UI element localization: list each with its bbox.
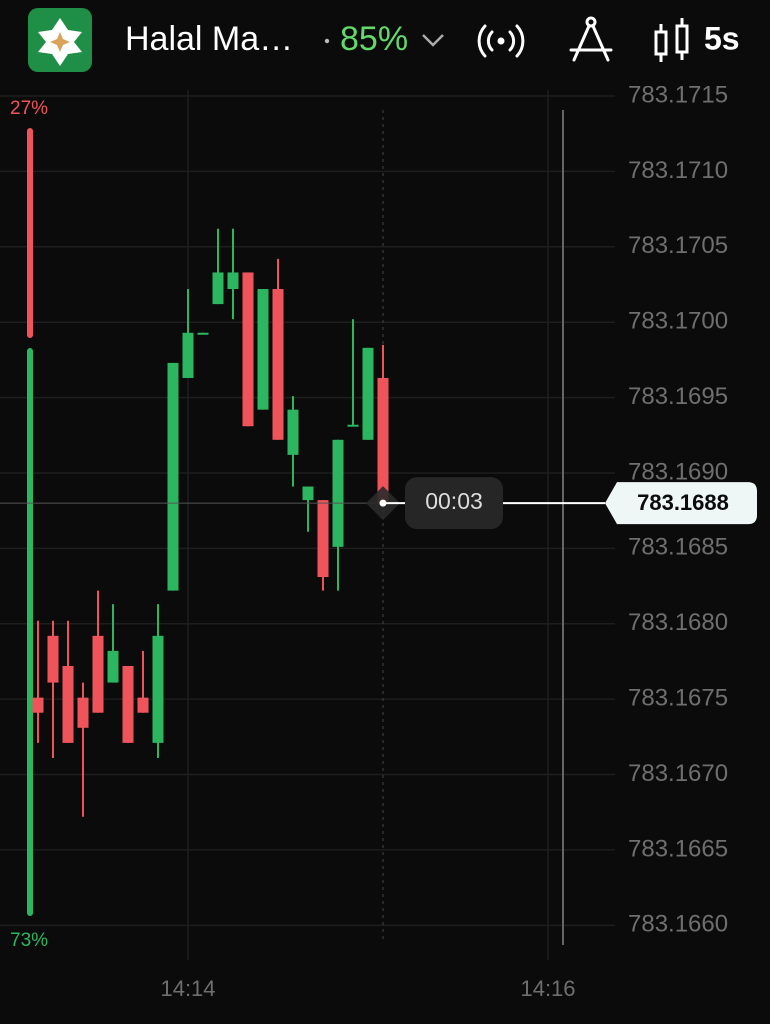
top-bar: Halal Ma… 85% 5s	[0, 0, 770, 86]
timer-pill	[405, 477, 503, 530]
y-tick-label: 783.1695	[628, 383, 728, 410]
signal-inner	[486, 30, 516, 52]
candle-body	[182, 332, 194, 378]
x-tick-label: 14:14	[160, 976, 215, 1001]
candle-body	[32, 697, 44, 713]
chart: 783.1660 783.1665 783.1670 783.1675 783.1680…	[0, 81, 757, 1001]
y-tick-label: 783.1680	[628, 609, 728, 636]
candle-body	[377, 377, 389, 504]
candle-body	[347, 424, 359, 427]
candle-body	[197, 332, 209, 335]
sell-share-bar	[27, 128, 33, 339]
y-tick-label: 783.1665	[628, 835, 728, 862]
top-bar-background	[0, 0, 770, 86]
price-dot	[379, 499, 387, 507]
y-tick-label: 783.1705	[628, 232, 728, 259]
candle-body	[257, 289, 269, 410]
drawing-tools-icon[interactable]	[569, 16, 613, 62]
candle-body	[302, 486, 314, 501]
candle-body	[152, 635, 164, 743]
y-tick-label: 783.1675	[628, 684, 728, 711]
candle-body	[77, 697, 89, 728]
candle-body	[332, 439, 344, 547]
y-tick-label: 783.1685	[628, 534, 728, 561]
candle-body	[62, 665, 74, 743]
x-tick-label: 14:16	[520, 976, 575, 1001]
timeframe[interactable]: 5s	[704, 20, 740, 56]
dropdown-chevron[interactable]	[422, 34, 444, 47]
candle-body	[212, 272, 224, 305]
sell-share-label: 27%	[10, 98, 48, 119]
current-price-label: 783.1688	[637, 490, 729, 515]
y-tick-label: 783.1690	[628, 458, 728, 485]
compass-leg	[572, 24, 591, 62]
asset-name[interactable]: Halal Ma…	[125, 20, 293, 58]
candle-body	[242, 272, 254, 427]
candle-body	[227, 272, 239, 290]
candle-body	[122, 665, 134, 743]
y-tick-label: 783.1700	[628, 308, 728, 335]
signal-icon[interactable]	[477, 24, 525, 58]
chart-type-icon[interactable]	[654, 18, 689, 62]
y-tick-label: 783.1710	[628, 157, 728, 184]
asset-logo[interactable]	[28, 8, 92, 72]
y-tick-label: 783.1670	[628, 760, 728, 787]
candle-body	[287, 409, 299, 455]
candle-body	[317, 500, 329, 578]
signal-outer	[477, 24, 525, 58]
candle-body	[362, 347, 374, 440]
y-tick-label: 783.1660	[628, 911, 728, 938]
price-tag	[605, 482, 757, 525]
payout[interactable]: 85%	[340, 20, 408, 58]
candle-body	[47, 635, 59, 683]
logo-spark	[50, 32, 70, 52]
candle-body	[272, 289, 284, 440]
separator-dot	[324, 38, 330, 44]
buy-share-label: 73%	[10, 930, 48, 951]
compass-leg	[591, 24, 610, 62]
timer: 00:03	[425, 488, 483, 514]
compass-hinge	[585, 16, 597, 28]
signal-dot	[497, 37, 505, 45]
candle-body	[167, 362, 179, 591]
candle-body	[92, 635, 104, 713]
buy-share-bar	[27, 348, 33, 916]
candle-body	[107, 650, 119, 683]
candle-body	[137, 697, 149, 713]
